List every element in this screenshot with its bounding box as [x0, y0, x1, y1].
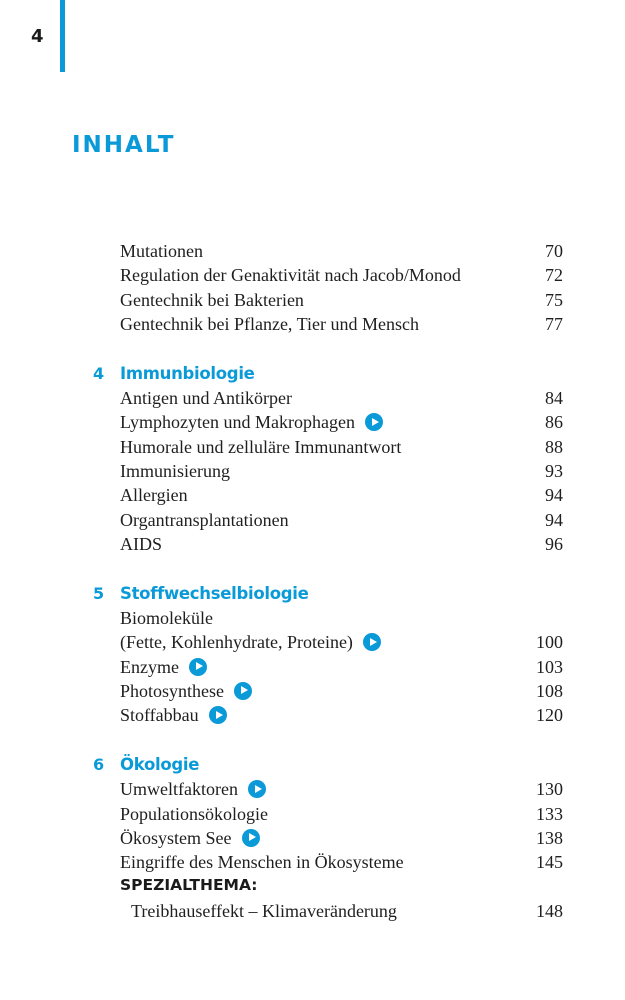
- toc-entry[interactable]: Eingriffe des Menschen in Ökosysteme 145: [0, 852, 625, 876]
- entry-title: Stoffabbau: [120, 705, 199, 726]
- toc-entry[interactable]: (Fette, Kohlenhydrate, Proteine) 100: [0, 632, 625, 656]
- entry-title: Eingriffe des Menschen in Ökosysteme: [120, 852, 404, 873]
- entry-title: SPEZIALTHEMA:: [120, 876, 258, 895]
- entry-title: Gentechnik bei Bakterien: [120, 289, 304, 310]
- section-number: 6: [93, 754, 105, 774]
- toc-entry[interactable]: Humorale und zelluläre Immunantwort 88: [0, 437, 625, 461]
- toc-entry[interactable]: Biomoleküle: [0, 608, 625, 632]
- entry-title: Gentechnik bei Pflanze, Tier und Mensch: [120, 313, 419, 334]
- entry-title: Organtransplantationen: [120, 509, 289, 530]
- toc-entry[interactable]: Umweltfaktoren 130: [0, 779, 625, 803]
- entry-title: Ökologie: [120, 754, 200, 774]
- play-icon[interactable]: [247, 780, 266, 799]
- entry-page-number: 86: [545, 412, 563, 433]
- entry-page-number: 120: [536, 705, 563, 726]
- entry-page-number: 72: [545, 265, 563, 286]
- play-icon[interactable]: [234, 681, 253, 700]
- toc-entry[interactable]: Organtransplantationen 94: [0, 510, 625, 534]
- page-number: 4: [31, 26, 44, 47]
- toc-entry[interactable]: Allergien 94: [0, 485, 625, 509]
- entry-title: Ökosystem See: [120, 827, 232, 848]
- entry-page-number: 96: [545, 533, 563, 554]
- toc-entry[interactable]: Stoffabbau 120: [0, 705, 625, 729]
- toc-entry[interactable]: Gentechnik bei Pflanze, Tier und Mensch 7…: [0, 314, 625, 338]
- entry-title: Immunisierung: [120, 460, 230, 481]
- play-icon[interactable]: [188, 657, 207, 676]
- entry-page-number: 138: [536, 827, 563, 848]
- toc-entry[interactable]: Antigen und Antikörper 84: [0, 388, 625, 412]
- entry-title: AIDS: [120, 533, 163, 554]
- toc-entry[interactable]: Gentechnik bei Bakterien 75: [0, 290, 625, 314]
- entry-title: Lymphozyten und Makrophagen: [120, 412, 355, 433]
- entry-page-number: 100: [536, 632, 563, 653]
- play-icon[interactable]: [364, 413, 383, 432]
- entry-page-number: 77: [545, 313, 563, 334]
- toc-section[interactable]: 4 Immunbiologie: [0, 364, 625, 388]
- toc-entry[interactable]: Mutationen 70: [0, 241, 625, 265]
- entry-title: Humorale und zelluläre Immunantwort: [120, 436, 402, 457]
- entry-page-number: 84: [545, 388, 563, 408]
- accent-bar: [60, 0, 65, 72]
- page-title: INHALT: [72, 132, 176, 158]
- entry-page-number: 94: [545, 509, 563, 530]
- toc-entry[interactable]: Immunisierung 93: [0, 461, 625, 485]
- entry-title: Enzyme: [120, 656, 179, 677]
- section-number: 5: [93, 583, 105, 603]
- entry-title: (Fette, Kohlenhydrate, Proteine): [120, 632, 353, 653]
- entry-title: Stoffwechselbiologie: [120, 583, 309, 603]
- play-icon[interactable]: [362, 633, 381, 652]
- entry-title: Treibhauseffekt – Klimaveränderung: [131, 900, 397, 921]
- entry-page-number: 145: [536, 852, 563, 873]
- entry-page-number: 93: [545, 460, 563, 481]
- entry-page-number: 130: [536, 779, 563, 800]
- toc-entry[interactable]: Enzyme 103: [0, 657, 625, 681]
- entry-page-number: 108: [536, 680, 563, 701]
- entry-title: Antigen und Antikörper: [120, 388, 292, 408]
- toc-entry[interactable]: AIDS 96: [0, 534, 625, 558]
- entry-page-number: 94: [545, 485, 563, 506]
- entry-page-number: 148: [536, 900, 563, 921]
- play-icon[interactable]: [208, 706, 227, 725]
- toc-entry[interactable]: Populationsökologie 133: [0, 804, 625, 828]
- toc-section[interactable]: 6 Ökologie: [0, 755, 625, 779]
- toc-section[interactable]: 5 Stoffwechselbiologie: [0, 584, 625, 608]
- entry-page-number: 75: [545, 289, 563, 310]
- entry-page-number: 70: [545, 241, 563, 261]
- toc-entry[interactable]: Photosynthese 108: [0, 681, 625, 705]
- entry-title: Immunbiologie: [120, 363, 255, 383]
- entry-title: Populationsökologie: [120, 803, 268, 824]
- toc-entry[interactable]: SPEZIALTHEMA:: [0, 876, 625, 900]
- entry-title: Photosynthese: [120, 680, 225, 701]
- entry-title: Biomoleküle: [120, 607, 213, 628]
- play-icon[interactable]: [241, 828, 260, 847]
- section-number: 4: [93, 363, 105, 383]
- entry-page-number: 133: [536, 803, 563, 824]
- toc-entry[interactable]: Lymphozyten und Makrophagen 86: [0, 412, 625, 436]
- entry-title: Umweltfaktoren: [120, 779, 238, 800]
- entry-page-number: 103: [536, 656, 563, 677]
- toc-entry[interactable]: Ökosystem See 138: [0, 828, 625, 852]
- entry-title: Regulation der Genaktivität nach Jacob/M…: [120, 265, 461, 286]
- entry-page-number: 88: [545, 436, 563, 457]
- toc-entry[interactable]: Treibhauseffekt – Klimaveränderung 148: [0, 901, 625, 925]
- entry-title: Mutationen: [120, 241, 203, 261]
- toc-entry[interactable]: Regulation der Genaktivität nach Jacob/M…: [0, 265, 625, 289]
- entry-title: Allergien: [120, 485, 188, 506]
